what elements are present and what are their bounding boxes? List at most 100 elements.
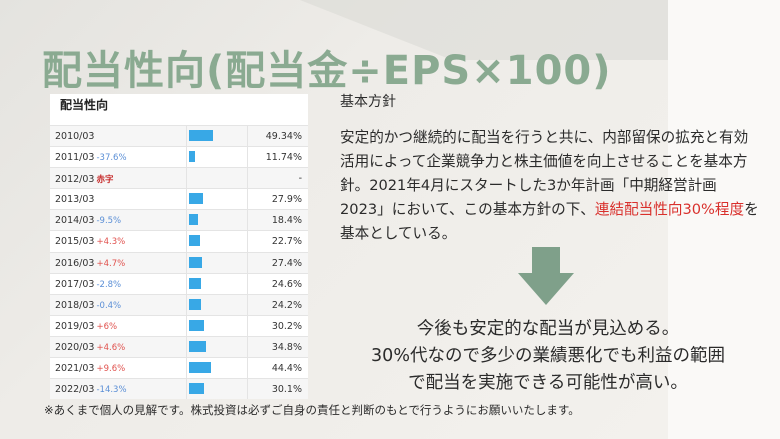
row-bar-cell	[186, 379, 248, 400]
row-value: -	[298, 173, 302, 185]
row-year: 2015/03 +4.3%	[55, 236, 125, 247]
table-rows: 2010/03 49.34% 2011/03 -37.6% 11.74% 2012/03 赤…	[50, 125, 308, 400]
row-change: +4.7%	[96, 258, 126, 269]
row-year-text: 2022/03	[55, 384, 95, 396]
row-year: 2011/03 -37.6%	[55, 152, 127, 163]
row-bar-cell	[186, 147, 248, 168]
row-bar-cell	[186, 315, 248, 336]
row-bar	[189, 362, 211, 374]
row-year: 2010/03	[55, 131, 94, 142]
row-year-text: 2016/03	[55, 257, 95, 269]
row-bar-cell	[186, 189, 248, 210]
table-row: 2014/03 -9.5% 18.4%	[50, 209, 308, 231]
table-row: 2020/03 +4.6% 34.8%	[50, 335, 308, 358]
table-row: 2021/03 +9.6% 44.4%	[50, 357, 308, 379]
row-value: 34.8%	[271, 341, 302, 353]
row-bar	[189, 277, 201, 289]
row-bar-cell	[186, 210, 248, 231]
row-year: 2020/03 +4.6%	[55, 342, 125, 353]
row-bar-cell	[186, 168, 248, 189]
row-year-text: 2012/03	[55, 174, 95, 186]
row-change: -37.6%	[96, 153, 127, 164]
policy-text-2: を基本としている。	[340, 201, 759, 242]
policy-title: 基本方針	[340, 94, 396, 110]
down-arrow-icon	[518, 247, 574, 305]
row-change: -2.8%	[96, 279, 122, 290]
table-row: 2018/03 -0.4% 24.2%	[50, 293, 308, 315]
row-change: -9.5%	[96, 216, 122, 227]
row-value: 11.74%	[265, 152, 302, 164]
row-value: 24.2%	[271, 299, 302, 311]
row-year: 2021/03 +9.6%	[55, 363, 125, 374]
table-row: 2011/03 -37.6% 11.74%	[50, 146, 308, 168]
background-right-panel	[668, 0, 780, 439]
conclusion-line-2: 30%代なので多少の業績悪化でも利益の範囲	[371, 346, 725, 366]
row-change: -14.3%	[96, 385, 127, 396]
row-value: 24.6%	[271, 278, 302, 290]
table-row: 2015/03 +4.3% 22.7%	[50, 230, 308, 252]
row-bar-cell	[186, 231, 248, 252]
row-value: 27.4%	[271, 257, 302, 269]
row-change: +6%	[96, 321, 118, 332]
row-bar-cell	[186, 126, 248, 147]
policy-text-1: 安定的かつ継続的に配当を行うと共に、内部留保の拡充と有効活用によって企業競争力と…	[340, 129, 749, 218]
row-value: 30.1%	[271, 384, 302, 396]
row-bar	[189, 193, 203, 205]
row-bar	[189, 235, 201, 247]
row-year: 2013/03	[55, 194, 94, 205]
row-year-text: 2017/03	[55, 278, 95, 290]
row-year-text: 2019/03	[55, 320, 95, 332]
table-row: 2010/03 49.34%	[50, 125, 308, 147]
row-bar-cell	[186, 294, 248, 315]
row-change: -0.4%	[96, 300, 122, 311]
row-bar	[189, 298, 201, 310]
row-year: 2022/03 -14.3%	[55, 384, 127, 395]
table-row: 2022/03 -14.3% 30.1%	[50, 378, 308, 400]
row-bar-cell	[186, 336, 248, 358]
table-row: 2013/03 27.9%	[50, 188, 308, 210]
conclusion: 今後も安定的な配当が見込める。 30%代なので多少の業績悪化でも利益の範囲 で配…	[336, 316, 760, 397]
row-bar	[189, 151, 195, 163]
row-year: 2012/03 赤字	[55, 173, 113, 185]
policy-highlight: 連結配当性向30%程度	[594, 201, 745, 218]
row-year: 2016/03 +4.7%	[55, 258, 125, 269]
row-year: 2017/03 -2.8%	[55, 279, 121, 290]
table-row: 2016/03 +4.7% 27.4%	[50, 251, 308, 273]
row-change: +4.6%	[96, 342, 126, 353]
row-value: 49.34%	[265, 131, 302, 142]
row-year-text: 2010/03	[55, 131, 95, 142]
row-year: 2014/03 -9.5%	[55, 215, 121, 226]
row-year-text: 2018/03	[55, 299, 95, 311]
row-year-text: 2011/03	[55, 152, 95, 164]
row-year: 2018/03 -0.4%	[55, 300, 121, 311]
row-bar-cell	[186, 273, 248, 294]
row-bar-cell	[186, 252, 248, 273]
row-bar	[189, 340, 206, 352]
row-bar	[189, 130, 213, 141]
table-row: 2019/03 +6% 30.2%	[50, 314, 308, 336]
row-year-text: 2020/03	[55, 341, 95, 353]
row-value: 22.7%	[271, 236, 302, 248]
row-year-text: 2014/03	[55, 215, 95, 227]
row-change: +9.6%	[96, 364, 126, 375]
row-year-text: 2013/03	[55, 194, 95, 206]
table-heading: 配当性向	[60, 98, 109, 112]
conclusion-line-3: で配当を実施できる可能性が高い。	[408, 373, 688, 393]
row-bar	[189, 214, 198, 226]
slide-title: 配当性向(配当金÷EPS×100)	[42, 48, 612, 94]
row-value: 27.9%	[271, 194, 302, 206]
table-row: 2012/03 赤字 -	[50, 167, 308, 189]
row-value: 30.2%	[271, 320, 302, 332]
row-bar-cell	[186, 358, 248, 379]
row-value: 44.4%	[271, 363, 302, 375]
row-year-text: 2021/03	[55, 363, 95, 375]
row-year: 2019/03 +6%	[55, 321, 117, 332]
disclaimer: ※あくまで個人の見解です。株式投資は必ずご自身の責任と判断のもとで行うようにお願…	[44, 403, 580, 417]
row-value: 18.4%	[271, 215, 302, 227]
payout-ratio-table: 配当性向 2010/03 49.34% 2011/03 -37.6% 11.74% 201…	[50, 94, 308, 400]
row-bar	[189, 383, 204, 395]
conclusion-line-1: 今後も安定的な配当が見込める。	[416, 319, 680, 339]
row-bar	[189, 256, 203, 268]
row-bar	[189, 319, 204, 331]
row-year-text: 2015/03	[55, 236, 95, 248]
